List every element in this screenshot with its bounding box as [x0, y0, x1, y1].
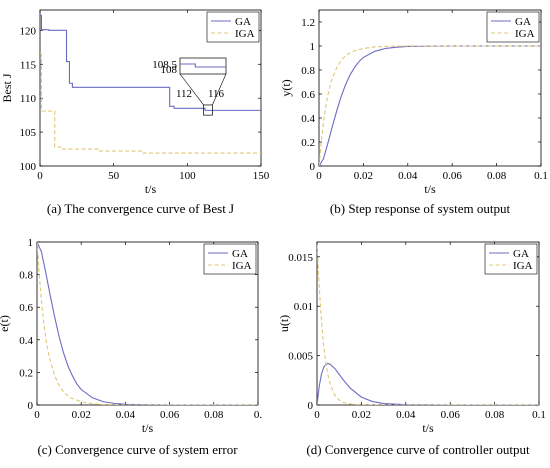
inset-frame — [179, 57, 227, 75]
figure-caption: (d) Convergence curve of controller outp… — [306, 442, 530, 457]
chart-b: 0 0.02 0.04 0.06 0.08 0.1 0 0.2 0.4 0.6 0.8 1 1.2 t/s… — [279, 9, 548, 216]
y-tick-label: 0.4 — [301, 113, 315, 125]
y-tick-label: 0.8 — [301, 65, 315, 77]
series-line-ga — [37, 242, 258, 405]
y-tick-label: 0 — [310, 161, 316, 173]
x-tick-label: 0.06 — [443, 170, 463, 182]
y-tick-label: 100 — [20, 161, 37, 173]
x-tick-label: 0.1 — [534, 170, 548, 182]
x-tick-label: 0.02 — [354, 170, 373, 182]
x-tick-label: 0 — [37, 170, 43, 182]
y-tick-label: 0 — [28, 400, 34, 412]
chart-c: 0 0.02 0.04 0.06 0.08 0. 0 0.2 0.4 0.6 0.8 1 t/s e(t)… — [0, 237, 262, 457]
zoom-connector-right — [212, 73, 227, 106]
x-tick-label: 0 — [34, 409, 40, 421]
inset-y-tick-label: 108 — [161, 64, 178, 76]
legend-label-ga: GA — [235, 16, 251, 28]
y-tick-label: 105 — [20, 127, 37, 139]
x-axis-label: t/s — [422, 421, 434, 435]
legend-label-ga: GA — [232, 248, 248, 260]
y-tick-label: 0.2 — [301, 137, 315, 149]
x-tick-label: 0.08 — [204, 409, 224, 421]
x-tick-label: 50 — [108, 170, 120, 182]
x-tick-label: 100 — [179, 170, 196, 182]
y-axis-label: u(t) — [277, 315, 291, 332]
legend-box — [484, 243, 538, 275]
zoom-connector-left — [179, 73, 204, 106]
inset-y-tick-label: 108.5 — [152, 59, 177, 71]
y-tick-label: 0.015 — [288, 252, 313, 264]
series-line-iga — [40, 53, 261, 154]
inset-x-tick-label: 112 — [176, 88, 192, 100]
x-tick-label: 0.08 — [487, 170, 507, 182]
x-tick-label: 0.1 — [532, 409, 546, 421]
y-tick-label: 0.2 — [19, 367, 33, 379]
x-tick-label: 0.06 — [441, 409, 461, 421]
x-tick-label: 0.04 — [396, 409, 416, 421]
x-axis-label: t/s — [142, 421, 154, 435]
series-line-iga — [319, 45, 541, 166]
y-tick-label: 0.005 — [288, 351, 313, 363]
x-tick-label: 0.06 — [160, 409, 180, 421]
y-tick-label: 1 — [310, 41, 316, 53]
legend-label-iga: IGA — [232, 260, 252, 272]
y-axis-label: y(t) — [279, 79, 293, 96]
y-tick-label: 115 — [20, 59, 37, 71]
x-tick-label: 0. — [254, 409, 263, 421]
y-tick-label: 1.2 — [301, 17, 315, 29]
x-tick-label: 0 — [316, 170, 322, 182]
y-tick-label: 0.6 — [19, 302, 33, 314]
x-tick-label: 0.04 — [398, 170, 418, 182]
zoom-region-box — [203, 104, 213, 116]
x-tick-label: 0.02 — [72, 409, 91, 421]
inset-series-line — [180, 63, 226, 68]
legend-box — [206, 11, 260, 43]
figure-caption: (a) The convergence curve of Best J — [47, 201, 234, 216]
inset-x-tick-label: 116 — [208, 88, 225, 100]
legend-label-ga: GA — [515, 16, 531, 28]
x-axis-label: t/s — [145, 182, 157, 196]
figure-caption: (b) Step response of system output — [330, 201, 511, 216]
x-tick-label: 0.02 — [352, 409, 371, 421]
y-tick-label: 0.4 — [19, 335, 33, 347]
y-tick-label: 0.01 — [294, 301, 313, 313]
x-tick-label: 0.08 — [485, 409, 505, 421]
x-tick-label: 0 — [314, 409, 320, 421]
series-line-iga — [37, 242, 258, 405]
figure-caption: (c) Convergence curve of system error — [37, 442, 238, 457]
series-line-ga — [317, 362, 539, 405]
legend-box — [486, 11, 540, 43]
legend-label-iga: IGA — [513, 260, 533, 272]
y-tick-label: 120 — [20, 25, 37, 37]
legend-label-ga: GA — [513, 248, 529, 260]
y-axis-label: Best J — [0, 73, 14, 102]
series-line-ga — [40, 14, 261, 111]
x-axis-label: t/s — [424, 182, 436, 196]
y-tick-label: 0 — [308, 400, 314, 412]
y-tick-label: 1 — [28, 237, 34, 249]
chart-d: 0 0.02 0.04 0.06 0.08 0.1 0 0.005 0.01 0.015 t/s u(… — [277, 241, 546, 457]
legend-label-iga: IGA — [515, 28, 535, 40]
series-line-iga — [317, 244, 539, 405]
y-axis-label: e(t) — [0, 315, 11, 332]
x-tick-label: 0.04 — [116, 409, 136, 421]
legend-label-iga: IGA — [235, 28, 255, 40]
y-tick-label: 0.6 — [301, 89, 315, 101]
x-tick-label: 150 — [253, 170, 270, 182]
y-tick-label: 0.8 — [19, 270, 33, 282]
legend-box — [203, 243, 257, 275]
y-tick-label: 110 — [20, 93, 37, 105]
